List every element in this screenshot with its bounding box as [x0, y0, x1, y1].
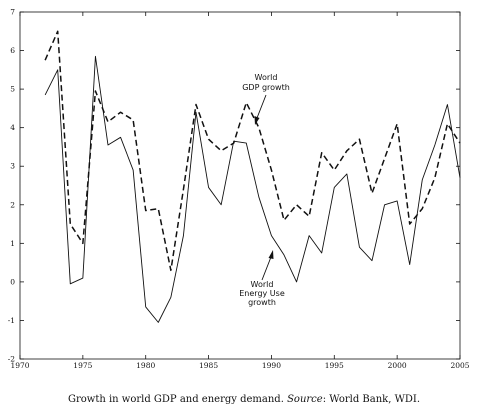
annotation-energy-line-2: Energy Use [239, 289, 285, 298]
y-tick-label: 7 [10, 8, 15, 17]
x-axis: 1970 1975 1980 1985 1990 1995 2000 2005 [10, 12, 470, 370]
x-tick-label: 1975 [73, 361, 92, 370]
y-tick-label: -1 [8, 316, 15, 325]
annotation-energy-arrowhead [268, 250, 274, 259]
annotation-energy-line-3: growth [248, 298, 276, 307]
plot-frame [19, 11, 461, 360]
annotation-gdp-line-2: GDP growth [242, 83, 290, 92]
annotation-energy-arrow [261, 256, 272, 281]
annotation-gdp-line-1: World [255, 73, 278, 82]
caption-text: Growth in world GDP and energy demand. [67, 394, 284, 405]
y-tick-label: 0 [10, 277, 15, 286]
x-tick-label: 1995 [325, 361, 344, 370]
y-tick-label: 1 [10, 239, 15, 248]
x-tick-label: 2005 [450, 361, 469, 370]
x-tick-label: 1970 [10, 361, 29, 370]
y-tick-label: 6 [10, 46, 15, 55]
x-tick-label: 1990 [262, 361, 281, 370]
x-tick-label: 1980 [136, 361, 155, 370]
y-axis: -2 -1 0 1 2 3 4 5 6 7 [8, 8, 460, 364]
y-tick-label: 3 [10, 162, 15, 171]
x-tick-label: 2000 [388, 361, 407, 370]
y-tick-label: 2 [10, 200, 15, 209]
line-chart: -2 -1 0 1 2 3 4 5 6 7 1970 1975 1980 1985 1990 1995 200… [8, 8, 470, 371]
y-tick-label: -2 [8, 355, 16, 364]
annotation-gdp-arrowhead [254, 116, 260, 125]
y-tick-label: 5 [10, 85, 15, 94]
caption-source-label: Source [287, 394, 323, 405]
annotation-energy-line-1: World [251, 280, 274, 289]
y-tick-label: 4 [10, 123, 15, 132]
series-lines [44, 30, 461, 323]
gdp-growth-line [44, 30, 461, 272]
figure-caption: Growth in world GDP and energy demand. S… [0, 394, 488, 405]
energy-use-growth-line [44, 55, 461, 323]
annotations: World GDP growth World Energy Use growth [239, 73, 290, 307]
x-tick-label: 1985 [199, 361, 218, 370]
annotation-gdp-arrow [256, 94, 267, 119]
caption-source-text: : World Bank, WDI. [322, 394, 421, 405]
